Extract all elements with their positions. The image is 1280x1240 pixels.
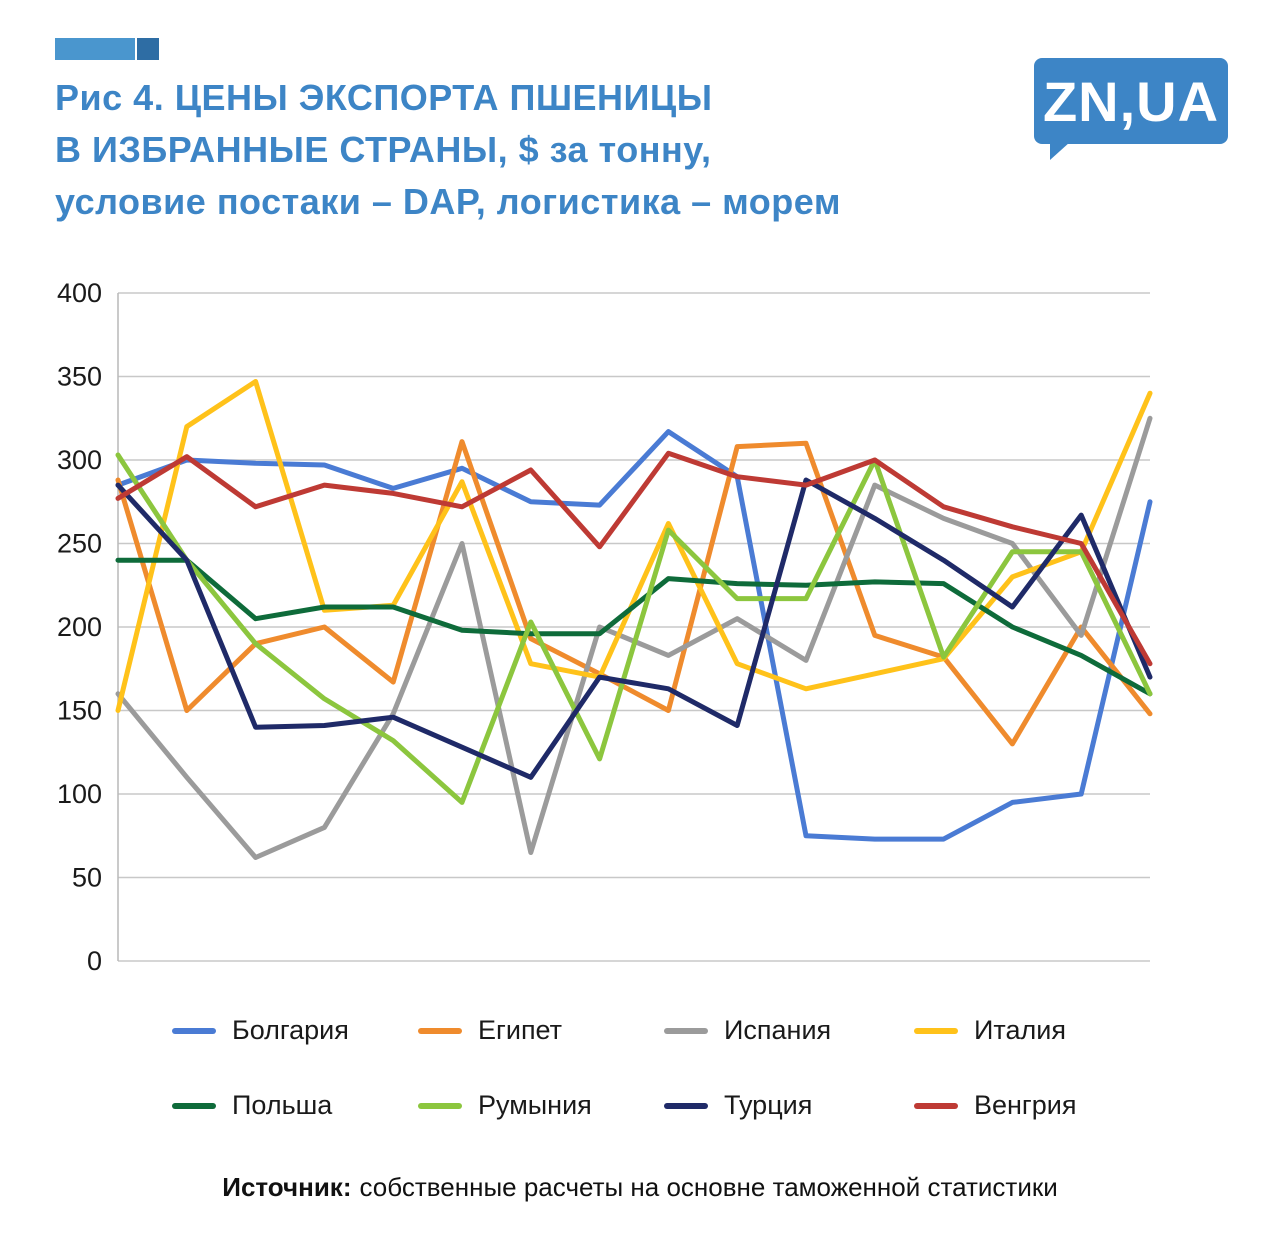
title-line-2: В ИЗБРАННЫЕ СТРАНЫ, $ за тонну, <box>55 129 712 171</box>
accent-bar-light <box>55 38 135 60</box>
y-tick-label: 0 <box>87 946 102 976</box>
legend-item-3: Испания <box>664 1015 914 1046</box>
legend-label: Турция <box>724 1090 813 1120</box>
legend-swatch <box>914 1027 958 1034</box>
y-tick-label: 50 <box>72 863 102 893</box>
legend-item-8: Венгрия <box>914 1090 1160 1121</box>
source-label: Источник: <box>222 1172 352 1202</box>
legend-swatch <box>172 1027 216 1034</box>
series-line-6 <box>115 452 1153 805</box>
legend-label: Италия <box>974 1015 1066 1045</box>
line-chart: 0 50 100 150 200 250 300 350 400 <box>57 278 1153 976</box>
y-tick-label: 350 <box>57 362 102 392</box>
series-line-2 <box>115 439 1153 747</box>
y-tick-label: 100 <box>57 779 102 809</box>
legend-swatch <box>664 1102 708 1109</box>
series-line-4 <box>115 379 1153 713</box>
title-line-1: Рис 4. ЦЕНЫ ЭКСПОРТА ПШЕНИЦЫ <box>55 77 713 118</box>
legend-swatch <box>418 1027 462 1034</box>
series-line-8 <box>115 450 1153 667</box>
legend-swatch <box>172 1102 216 1109</box>
legend-label: Египет <box>478 1015 563 1045</box>
legend-label: Венгрия <box>974 1090 1077 1120</box>
legend-label: Испания <box>724 1015 832 1045</box>
legend-item-7: Турция <box>664 1090 914 1121</box>
y-tick-label: 300 <box>57 445 102 475</box>
legend-label: Польша <box>232 1090 333 1120</box>
legend: Болгария Египет Испания Италия Польша Румыния… <box>172 1015 1160 1121</box>
title-line-3: условие постаки – DAP, логистика – морем <box>55 181 841 223</box>
legend-item-1: Болгария <box>172 1015 418 1046</box>
y-tick-label: 200 <box>57 612 102 642</box>
legend-swatch <box>914 1102 958 1109</box>
y-tick-label: 400 <box>57 278 102 308</box>
accent-bar <box>55 38 159 60</box>
legend-swatch <box>418 1102 462 1109</box>
legend-item-6: Румыния <box>418 1090 664 1121</box>
legend-item-5: Польша <box>172 1090 418 1121</box>
chart-area: 0 50 100 150 200 250 300 350 400 <box>50 268 1180 980</box>
legend-item-4: Италия <box>914 1015 1160 1046</box>
chart-title: Рис 4. ЦЕНЫ ЭКСПОРТА ПШЕНИЦЫ В ИЗБРАННЫЕ… <box>55 72 841 229</box>
legend-swatch <box>664 1027 708 1034</box>
y-tick-label: 150 <box>57 696 102 726</box>
legend-item-2: Египет <box>418 1015 664 1046</box>
series-line-7 <box>115 477 1153 780</box>
source-text: собственные расчеты на основне таможенно… <box>359 1172 1058 1202</box>
y-tick-label: 250 <box>57 529 102 559</box>
series-line-1 <box>115 429 1153 842</box>
accent-bar-dark <box>137 38 159 60</box>
znua-logo: ZN,UA <box>1034 58 1228 160</box>
source-note: Источник: собственные расчеты на основне … <box>0 1172 1280 1203</box>
logo-text: ZN,UA <box>1042 69 1220 133</box>
legend-label: Болгария <box>232 1015 349 1045</box>
legend-label: Румыния <box>478 1090 592 1120</box>
